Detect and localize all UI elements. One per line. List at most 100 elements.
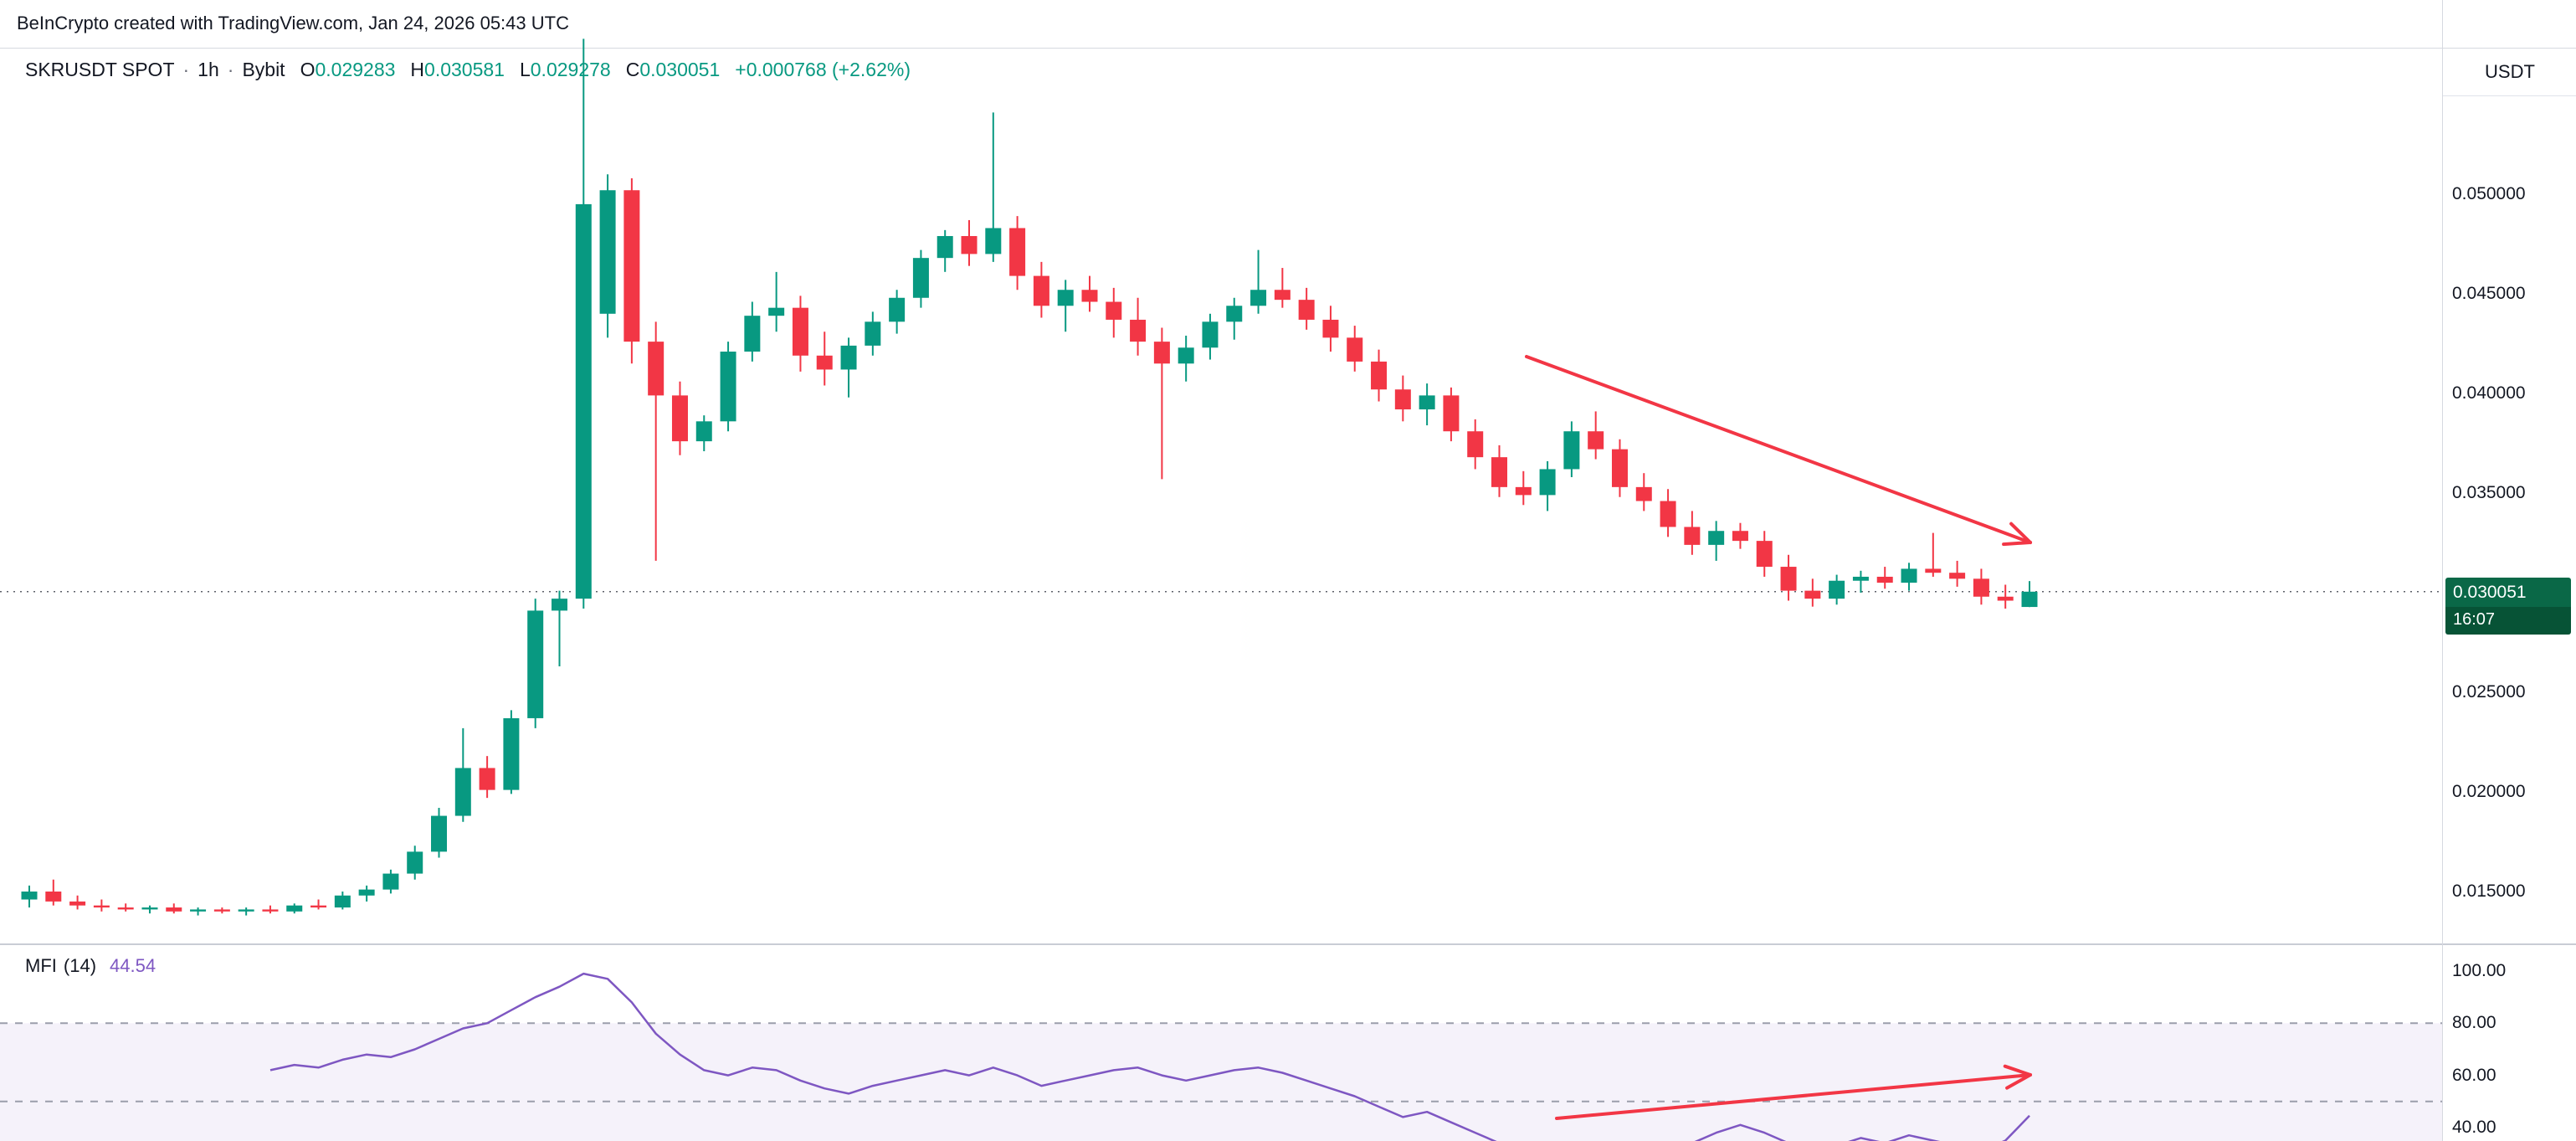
price-chart-canvas[interactable] [0,0,2442,944]
candle-body [1852,576,1869,581]
candle-body [310,905,327,908]
candle-body [1876,576,1893,583]
candle-body [961,235,978,254]
mfi-uptrend-arrow[interactable] [1555,1064,2032,1120]
axis-tick-label: 0.025000 [2452,682,2526,702]
candle-body [117,907,134,910]
axis-tick-label: 0.040000 [2452,383,2526,403]
chart-legend[interactable]: SKRUSDT SPOT · 1h · Bybit O0.029283 H0.0… [25,59,911,81]
candle-body [1226,306,1243,322]
attribution-bar: BeInCrypto created with TradingView.com,… [0,0,569,47]
candle-body [1684,527,1701,545]
candle-body [334,895,351,908]
candle-body [1491,457,1508,487]
candle-body [1298,300,1315,320]
candle-body [1153,342,1170,364]
candle-body [1347,337,1363,362]
ohlc-open: O0.029283 [300,59,396,80]
candle-body [1419,395,1435,410]
candle-body [286,905,303,912]
candle-body [1106,301,1122,320]
candle-body [936,235,953,259]
candle-body [166,907,182,912]
indicator-value: 44.54 [110,955,157,976]
candle-body [816,355,833,370]
candle-body [93,905,110,908]
candle-body [1973,578,1989,597]
candle-body [190,909,207,912]
indicator-legend[interactable]: MFI (14) 44.54 [25,955,156,977]
axis-tick-label: 60.00 [2452,1065,2496,1085]
currency-label: USDT [2443,49,2576,96]
candle-body [21,892,38,900]
candle-body [840,345,857,370]
legend-separator: · [227,59,234,80]
candle-body [1202,321,1219,348]
candle-body [407,851,423,874]
axis-tick-label: 0.050000 [2452,184,2526,203]
price-axis[interactable]: USDT 0.050000 0.045000 0.040000 0.035000 0.0… [2442,0,2576,1141]
candle-body [1829,580,1845,599]
candle-body [1250,290,1267,306]
symbol-title[interactable]: SKRUSDT SPOT [25,59,175,80]
interval-label[interactable]: 1h [198,59,219,80]
candle-body [648,342,665,396]
candle-body [1563,431,1580,470]
candle-body [1081,290,1098,302]
pane-separator[interactable] [0,943,2576,945]
candle-body [1394,389,1411,410]
candle-body [1178,347,1194,364]
candle-body [358,889,375,896]
candle-body [1274,290,1291,301]
candle-body [141,907,158,910]
candle-body [889,297,906,322]
axis-tick-label: 40.00 [2452,1117,2496,1137]
candle-body [1925,568,1942,573]
indicator-params: (14) [63,955,97,976]
candle-body [238,909,254,912]
attribution-text: BeInCrypto created with TradingView.com,… [17,13,569,33]
candle-body [1467,431,1484,458]
axis-tick-label: 80.00 [2452,1013,2496,1033]
candle-body [1322,319,1339,338]
indicator-name: MFI [25,955,57,976]
axis-tick-label: 100.00 [2452,961,2507,980]
candle-body [1732,531,1748,542]
candle-body [1901,568,1917,583]
candle-body [768,307,785,316]
axis-tick-label: 0.035000 [2452,483,2526,502]
candle-body [382,873,399,890]
candle-body [1611,449,1628,487]
candle-body [623,190,640,342]
bar-countdown: 16:07 [2445,606,2571,635]
candle-body [1539,469,1556,496]
price-downtrend-arrow[interactable] [1525,355,2032,547]
candle-body [1588,431,1604,450]
candle-body [985,228,1002,254]
ohlc-close: C0.030051 [625,59,721,80]
ohlc-high: H0.030581 [410,59,505,80]
mfi-line [269,972,2030,1141]
candle-body [213,909,230,912]
last-price-badge: 0.030051 16:07 [2445,577,2571,635]
candle-body [865,321,881,346]
axis-tick-label: 0.045000 [2452,284,2526,303]
candle-body [1949,573,1966,579]
candle-body [671,395,688,442]
candle-body [69,901,86,906]
candle-body [454,768,471,816]
candle-body [1443,395,1460,432]
candle-body [45,892,62,902]
candle-body [599,190,616,314]
candle-body [1130,319,1147,342]
candle-body [695,421,712,442]
candle-body [1057,290,1074,306]
candle-body [1756,541,1773,568]
candle-body [575,203,592,599]
candle-body [792,307,808,356]
mfi-chart-canvas[interactable] [0,946,2442,1141]
change-label: +0.000768 (+2.62%) [735,59,911,80]
candle-body [1009,228,1026,276]
candle-body [1804,590,1821,599]
